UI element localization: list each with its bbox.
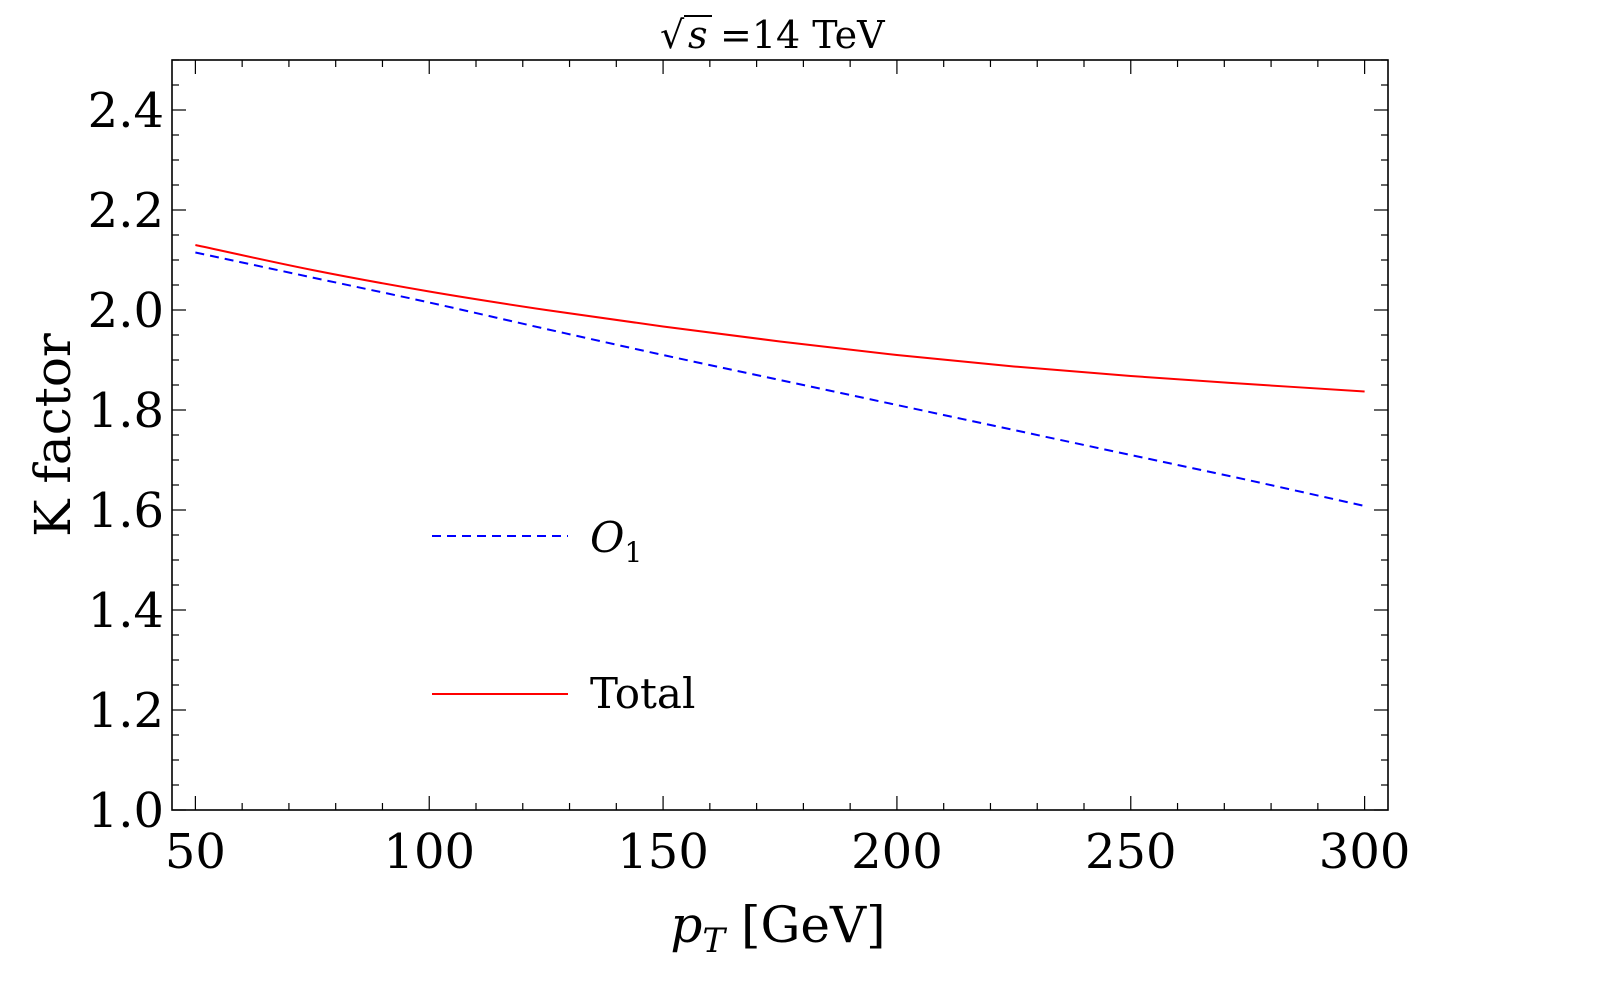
y-tick-label: 1.0	[88, 783, 164, 839]
x-tick-label: 50	[165, 824, 226, 880]
y-tick-label: 2.4	[88, 83, 164, 139]
plot-frame	[171, 59, 1389, 811]
y-tick-label: 2.2	[88, 183, 164, 239]
legend-label-total: Total	[590, 669, 695, 718]
x-tick-label: 250	[1085, 824, 1177, 880]
series-line-total	[195, 244, 1365, 393]
x-tick-label: 300	[1319, 824, 1411, 880]
y-tick-label: 1.6	[88, 483, 164, 539]
x-axis-label: pT [GeV]	[670, 896, 885, 961]
legend: O1 Total	[432, 513, 695, 718]
ticks-group	[172, 59, 1388, 811]
chart-title: √ s =14 TeV	[660, 13, 885, 57]
x-tick-label: 150	[617, 824, 709, 880]
series-line-o1	[195, 251, 1365, 507]
y-tick-label: 1.8	[88, 383, 164, 439]
y-axis-label: K factor	[24, 333, 82, 537]
legend-label-o1-sub: 1	[624, 536, 642, 569]
legend-label-o1: O1	[590, 513, 642, 569]
title-radical: √	[660, 13, 685, 57]
x-axis-label-variable: p	[670, 896, 702, 954]
x-tick-label: 100	[383, 824, 475, 880]
legend-label-o1-main: O	[590, 513, 624, 562]
tick-labels-group: 50 100 150 200 250 300 1.0 1.2 1.4 1.6 1.8 2.0 2.2 2.…	[88, 83, 1411, 880]
series-group	[195, 244, 1365, 507]
y-tick-label: 2.0	[88, 283, 164, 339]
x-axis-label-unit: [GeV]	[725, 896, 886, 954]
x-axis-label-subscript: T	[702, 921, 727, 961]
title-variable: s	[688, 13, 708, 57]
y-tick-label: 1.2	[88, 683, 164, 739]
y-tick-label: 1.4	[88, 583, 164, 639]
title-value: =14 TeV	[720, 13, 885, 57]
x-tick-label: 200	[851, 824, 943, 880]
